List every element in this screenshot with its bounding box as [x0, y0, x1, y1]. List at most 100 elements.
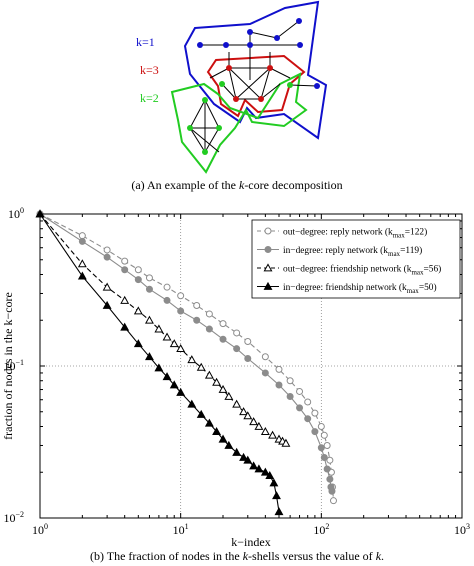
- data-point: [243, 411, 253, 420]
- data-point: [224, 391, 234, 400]
- data-point: [218, 434, 228, 443]
- data-point: [265, 470, 275, 480]
- data-point: [78, 237, 86, 245]
- data-point: [323, 465, 331, 473]
- legend-box: [251, 219, 461, 299]
- data-point: [193, 302, 201, 310]
- data-point: [243, 455, 253, 464]
- data-point: [326, 475, 334, 483]
- data-point: [120, 295, 130, 304]
- legend-item: out−degree: friendship network (kmax=56): [257, 263, 441, 277]
- x-tick-label: 101: [173, 522, 189, 537]
- data-point: [261, 353, 269, 361]
- data-point: [219, 320, 227, 328]
- data-point: [193, 316, 201, 324]
- shell-k1-outline: [183, 0, 328, 140]
- x-axis-label: k−index: [231, 535, 270, 548]
- data-point: [162, 332, 172, 341]
- data-point: [169, 339, 179, 348]
- data-point: [103, 253, 111, 261]
- label-k1: k=1: [136, 35, 155, 49]
- data-point: [205, 325, 213, 333]
- data-point: [196, 362, 206, 371]
- data-point: [177, 307, 185, 315]
- data-point: [249, 417, 259, 426]
- data-point: [176, 344, 186, 353]
- data-point: [249, 461, 259, 470]
- data-point: [176, 387, 186, 396]
- data-point: [323, 441, 331, 449]
- data-point: [281, 438, 291, 447]
- grid-lines: [40, 214, 462, 518]
- data-point: [269, 478, 279, 487]
- legend-label: out−degree: friendship network (kmax=56): [283, 264, 441, 277]
- data-point: [169, 380, 179, 389]
- y-tick-label: 100: [8, 206, 24, 221]
- data-point: [77, 271, 87, 280]
- data-point: [78, 232, 86, 240]
- data-point: [219, 335, 227, 343]
- data-point: [304, 415, 312, 423]
- legend-item: in−degree: reply network (kmax=119): [257, 245, 422, 258]
- k3-nodes: [226, 65, 273, 102]
- data-point: [326, 456, 334, 464]
- data-point: [311, 409, 319, 417]
- data-point: [296, 404, 304, 412]
- data-point: [102, 300, 112, 309]
- series-line: [39, 213, 287, 444]
- data-point: [77, 259, 87, 268]
- data-point: [244, 337, 252, 345]
- data-point: [244, 355, 252, 363]
- data-point: [260, 427, 270, 436]
- data-point: [154, 324, 164, 333]
- caption-b: (b) The fraction of nodes in the k-shell…: [89, 549, 385, 563]
- data-point: [268, 430, 278, 439]
- k1-nodes: [197, 18, 320, 89]
- data-point: [260, 467, 270, 476]
- data-point: [187, 355, 197, 364]
- data-point: [163, 283, 171, 291]
- data-point: [320, 431, 328, 439]
- data-point: [133, 339, 143, 348]
- label-k3: k=3: [140, 63, 159, 77]
- data-point: [275, 365, 283, 373]
- data-point: [120, 322, 130, 331]
- series-3: [35, 209, 291, 447]
- data-point: [177, 292, 185, 300]
- data-point: [121, 257, 129, 265]
- data-point: [275, 381, 283, 389]
- data-point: [233, 345, 241, 353]
- data-point: [212, 377, 222, 386]
- data-point: [239, 407, 249, 416]
- data-point: [204, 370, 214, 379]
- data-point: [133, 306, 143, 315]
- shell-k3-outline: [206, 54, 306, 118]
- x-tick-label: 100: [32, 522, 48, 537]
- data-point: [328, 487, 336, 495]
- data-point: [162, 372, 172, 381]
- x-tick-label: 102: [313, 522, 329, 537]
- y-axis-label: fraction of nodes in the k−core: [1, 292, 15, 440]
- data-point: [204, 418, 214, 427]
- data-point: [286, 393, 294, 401]
- data-point: [103, 246, 111, 254]
- legend-label: out−degree: reply network (kmax=122): [283, 227, 427, 240]
- data-point: [311, 428, 319, 436]
- caption-a: (a) An example of the k-core decompositi…: [131, 178, 343, 192]
- data-point: [304, 398, 312, 406]
- data-point: [187, 399, 197, 408]
- series-4: [35, 209, 284, 516]
- data-point: [121, 266, 129, 274]
- data-point: [272, 491, 281, 500]
- legend-label: in−degree: friendship network (kmax=50): [283, 282, 437, 295]
- data-point: [254, 421, 264, 430]
- data-point: [317, 444, 325, 452]
- data-point: [224, 440, 234, 449]
- data-point: [329, 497, 337, 505]
- data-point: [102, 282, 112, 291]
- data-point: [205, 310, 213, 318]
- data-point: [320, 454, 328, 462]
- data-point: [145, 274, 153, 282]
- legend-item: in−degree: friendship network (kmax=50): [257, 281, 437, 295]
